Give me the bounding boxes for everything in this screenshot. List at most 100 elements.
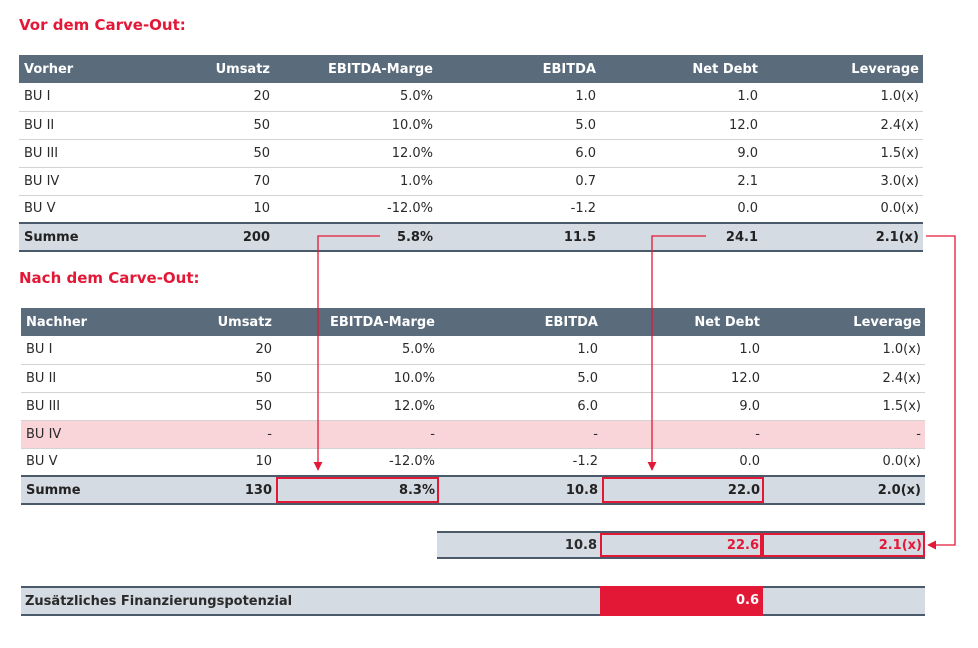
table-cell: 10 (255, 454, 272, 470)
table-cell: 10.0% (393, 370, 435, 386)
table-cell: - (602, 420, 764, 448)
table-row: BU IV 70 1.0% 0.7 2.1 3.0(x) (19, 167, 923, 195)
table-cell: 9.0 (737, 145, 758, 161)
table-cell: BU IV (24, 173, 60, 189)
table-cell: BU V (24, 201, 56, 217)
comparison-ebitda: 10.8 (564, 537, 597, 553)
table-cell: BU II (26, 370, 57, 386)
sum-cell: 11.5 (437, 222, 600, 252)
table-cell: 0.0(x) (880, 201, 919, 217)
table-row: BU V 10 -12.0% -1.2 0.0 0.0(x) (19, 195, 923, 223)
table-cell: 5.0% (401, 342, 435, 358)
after-title: Nach dem Carve-Out: (19, 269, 200, 287)
comparison-leverage: 2.1(x) (762, 533, 925, 557)
table-cell: 50 (255, 398, 272, 414)
comparison-net-debt: 22.6 (600, 533, 762, 557)
table-cell: -12.0% (387, 201, 433, 217)
table-cell: BU III (26, 398, 61, 414)
sum-cell: 5.8% (274, 222, 437, 252)
sum-label: Summe (19, 222, 135, 252)
col-header: Leverage (764, 308, 925, 336)
table-cell: 5.0% (399, 89, 433, 105)
removed-row: BU IV - - - - - (21, 420, 925, 448)
table-cell: 50 (253, 117, 270, 133)
sum-cell-highlight: 8.3% (276, 475, 439, 505)
table-cell: - (764, 420, 925, 448)
col-header: EBITDA (437, 55, 600, 83)
comparison-row: 10.8 22.6 2.1(x) (437, 531, 925, 559)
table-cell: -1.2 (572, 454, 598, 470)
table-cell: BU IV (21, 420, 137, 448)
sum-cell: 2.0(x) (764, 475, 925, 505)
table-cell: 0.7 (575, 173, 596, 189)
table-cell: 5.0 (575, 117, 596, 133)
table-cell: 9.0 (739, 398, 760, 414)
table-cell: 20 (255, 342, 272, 358)
table-row: BU III 50 12.0% 6.0 9.0 1.5(x) (19, 139, 923, 167)
table-cell: 70 (253, 173, 270, 189)
table-row: BU II 50 10.0% 5.0 12.0 2.4(x) (21, 364, 925, 392)
table-cell: 12.0% (393, 398, 435, 414)
table-cell: 50 (255, 370, 272, 386)
table-cell: 5.0 (577, 370, 598, 386)
arrow-leverage (926, 235, 956, 550)
financing-potential-label: Zusätzliches Finanzierungspotenzial (25, 594, 293, 609)
table-cell: 0.0(x) (882, 454, 921, 470)
table-cell: 20 (253, 89, 270, 105)
col-header: EBITDA-Marge (274, 55, 437, 83)
after-table: Nachher Umsatz EBITDA-Marge EBITDA Net D… (21, 308, 925, 505)
table-cell: -1.2 (570, 201, 596, 217)
table-cell: 6.0 (577, 398, 598, 414)
table-row: BU III 50 12.0% 6.0 9.0 1.5(x) (21, 392, 925, 420)
table-row: BU V 10 -12.0% -1.2 0.0 0.0(x) (21, 448, 925, 476)
col-header: EBITDA-Marge (276, 308, 439, 336)
table-cell: 1.5(x) (880, 145, 919, 161)
sum-cell-highlight: 22.0 (602, 475, 764, 505)
table-cell: 2.4(x) (882, 370, 921, 386)
table-cell: 0.0 (737, 201, 758, 217)
before-header-row: Vorher Umsatz EBITDA-Marge EBITDA Net De… (19, 55, 923, 83)
col-header: Umsatz (135, 55, 274, 83)
table-row: BU I 20 5.0% 1.0 1.0 1.0(x) (19, 83, 923, 111)
financing-potential-value: 0.6 (600, 586, 763, 616)
table-cell: - (439, 420, 602, 448)
col-header: Umsatz (137, 308, 276, 336)
sum-cell: 200 (135, 222, 274, 252)
financing-potential-row: Zusätzliches Finanzierungspotenzial 0.6 (21, 586, 925, 616)
table-row: BU II 50 10.0% 5.0 12.0 2.4(x) (19, 111, 923, 139)
col-header: Vorher (19, 55, 135, 83)
table-cell: 0.0 (739, 454, 760, 470)
col-header: EBITDA (439, 308, 602, 336)
table-cell: BU V (26, 454, 58, 470)
table-cell: 10 (253, 201, 270, 217)
table-cell: 1.0(x) (882, 342, 921, 358)
sum-row: Summe 200 5.8% 11.5 24.1 2.1(x) (19, 222, 923, 252)
table-cell: 1.0 (577, 342, 598, 358)
sum-cell: 2.1(x) (762, 222, 923, 252)
table-cell: BU I (24, 89, 51, 105)
table-cell: 12.0 (731, 370, 760, 386)
sum-row: Summe 130 8.3% 10.8 22.0 2.0(x) (21, 475, 925, 505)
table-cell: 3.0(x) (880, 173, 919, 189)
table-cell: BU III (24, 145, 59, 161)
col-header: Net Debt (600, 55, 762, 83)
table-cell: 1.0(x) (880, 89, 919, 105)
col-header: Net Debt (602, 308, 764, 336)
table-cell: 6.0 (575, 145, 596, 161)
sum-cell: 24.1 (600, 222, 762, 252)
sum-cell: 130 (137, 475, 276, 505)
table-cell: 1.0 (739, 342, 760, 358)
before-table: Vorher Umsatz EBITDA-Marge EBITDA Net De… (19, 55, 923, 252)
table-cell: BU II (24, 117, 55, 133)
table-cell: 50 (253, 145, 270, 161)
table-cell: 12.0 (729, 117, 758, 133)
table-cell: 1.5(x) (882, 398, 921, 414)
table-cell: 12.0% (391, 145, 433, 161)
col-header: Nachher (21, 308, 137, 336)
table-cell: BU I (26, 342, 53, 358)
table-row: BU I 20 5.0% 1.0 1.0 1.0(x) (21, 336, 925, 364)
table-cell: 2.1 (737, 173, 758, 189)
before-title: Vor dem Carve-Out: (19, 16, 186, 34)
col-header: Leverage (762, 55, 923, 83)
table-cell: 2.4(x) (880, 117, 919, 133)
